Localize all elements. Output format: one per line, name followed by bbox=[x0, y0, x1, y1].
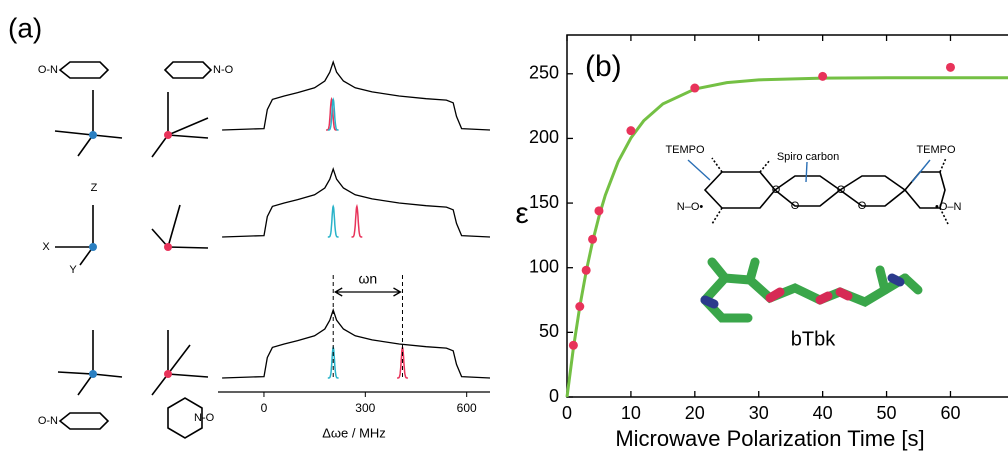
y-tick-label: 50 bbox=[539, 321, 559, 341]
x-tick-label: 300 bbox=[355, 401, 375, 415]
ring-label: N-O bbox=[194, 412, 215, 424]
annotation: O bbox=[858, 200, 867, 212]
axis-label: Y bbox=[69, 264, 77, 276]
measure-arrow bbox=[335, 288, 400, 296]
data-point bbox=[569, 341, 578, 350]
axes bbox=[152, 330, 208, 395]
plot-frame bbox=[567, 35, 1008, 397]
annotation: TEMPO bbox=[916, 144, 956, 156]
annotation: N–O• bbox=[677, 201, 704, 213]
data-point bbox=[594, 206, 603, 215]
annotation: Spiro carbon bbox=[777, 151, 839, 163]
annotation: O bbox=[791, 200, 800, 212]
axes bbox=[58, 330, 122, 395]
x-tick-label: 40 bbox=[813, 403, 833, 423]
axes bbox=[55, 205, 93, 265]
x-tick-label: 10 bbox=[621, 403, 641, 423]
annotation: O bbox=[772, 184, 781, 196]
data-point bbox=[588, 235, 597, 244]
data-point bbox=[818, 72, 827, 81]
measure-label: ωn bbox=[358, 271, 377, 287]
data-point bbox=[575, 302, 584, 311]
annotation: bTbk bbox=[791, 328, 836, 350]
arrows bbox=[688, 160, 930, 182]
data-point bbox=[690, 84, 699, 93]
y-tick-label: 250 bbox=[529, 63, 559, 83]
panel-a-diagrams bbox=[55, 62, 211, 438]
data-point bbox=[946, 63, 955, 72]
spectrum bbox=[222, 62, 490, 130]
dot bbox=[89, 131, 97, 139]
x-axis-label: Microwave Polarization Time [s] bbox=[615, 426, 924, 451]
peak bbox=[328, 206, 339, 237]
axis-label: Z bbox=[91, 182, 98, 194]
dot bbox=[89, 370, 97, 378]
axis-dots bbox=[89, 131, 172, 378]
molecule-structure bbox=[705, 158, 948, 224]
x-tick-label: 0 bbox=[261, 401, 268, 415]
dot bbox=[164, 243, 172, 251]
x-axis-label: Δωe / MHz bbox=[322, 425, 386, 440]
y-tick-label: 0 bbox=[549, 386, 559, 406]
x-tick-label: 30 bbox=[749, 403, 769, 423]
axes bbox=[152, 205, 208, 248]
dot bbox=[164, 370, 172, 378]
ring bbox=[60, 62, 108, 78]
ring bbox=[165, 62, 211, 78]
data-point bbox=[582, 266, 591, 275]
ring-label: N-O bbox=[213, 64, 234, 76]
figure: Z X Y O-N N-O O-N N-O (a) (b) TEMPO Spir… bbox=[0, 0, 1008, 452]
x-tick-label: 50 bbox=[877, 403, 897, 423]
panel-label: (a) bbox=[8, 12, 42, 43]
ring-label: O-N bbox=[38, 415, 58, 427]
panel-label: (b) bbox=[585, 50, 622, 83]
ring bbox=[60, 413, 108, 429]
ring-label: O-N bbox=[38, 64, 58, 76]
x-tick-label: 600 bbox=[457, 401, 477, 415]
axis-label: X bbox=[42, 241, 50, 253]
annotation: •O–N bbox=[935, 201, 962, 213]
y-tick-label: 150 bbox=[529, 192, 559, 212]
x-tick-label: 0 bbox=[562, 403, 572, 423]
annotation: O bbox=[837, 184, 846, 196]
y-axis-label: ε bbox=[515, 197, 528, 230]
stick-model bbox=[705, 262, 918, 318]
spectrum bbox=[222, 310, 490, 378]
dot bbox=[164, 131, 172, 139]
axes bbox=[55, 90, 122, 156]
data-point bbox=[626, 126, 635, 135]
y-tick-label: 100 bbox=[529, 256, 559, 276]
spectrum bbox=[222, 169, 490, 237]
y-tick-label: 200 bbox=[529, 127, 559, 147]
axes bbox=[152, 92, 208, 157]
fit-line bbox=[567, 78, 1008, 397]
x-tick-label: 20 bbox=[685, 403, 705, 423]
peak bbox=[352, 206, 363, 237]
x-tick-label: 60 bbox=[940, 403, 960, 423]
annotation: TEMPO bbox=[665, 144, 705, 156]
dot bbox=[89, 243, 97, 251]
